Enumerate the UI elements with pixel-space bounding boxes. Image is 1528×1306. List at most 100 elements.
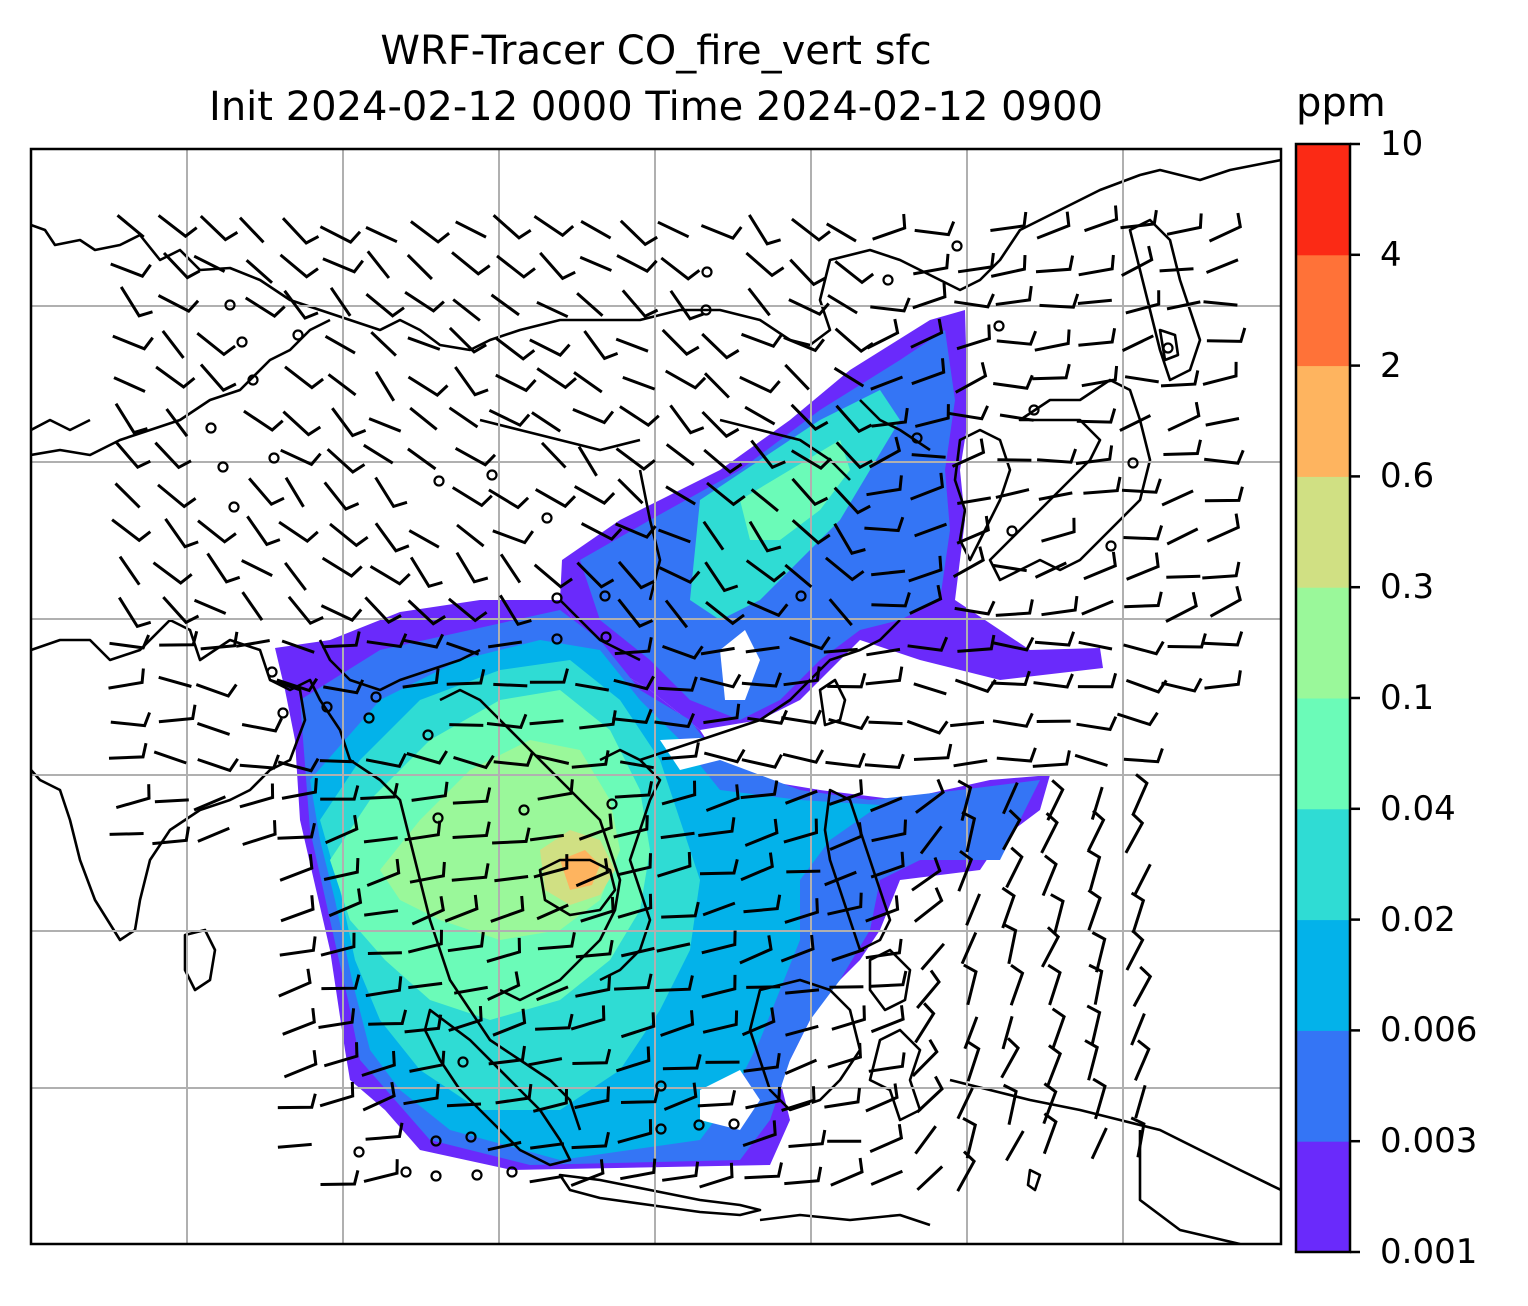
wind-barb [613,815,649,839]
colorbar-tick-label: 2 [1380,345,1402,386]
wind-barb [536,903,569,921]
wind-barb [744,1162,783,1180]
wind-barb [114,440,151,470]
calm-wind-circle [728,1118,740,1130]
wind-barb [1076,716,1118,732]
wind-barb [370,331,397,357]
wind-barb [1084,1039,1099,1081]
wind-barb [614,637,653,656]
wind-barb [329,286,352,317]
wind-barb [740,332,783,349]
wind-barb [1116,711,1159,727]
calm-wind-circle [432,812,444,824]
wind-barb [449,723,484,727]
wind-barb [784,789,818,805]
wind-barb [661,742,700,761]
wind-barb [864,753,905,769]
wind-barb [281,639,315,654]
calm-wind-circle [551,592,563,604]
wind-barb [1120,245,1154,277]
wind-barb [1132,965,1153,1008]
wind-barb [654,713,695,729]
wind-barb [865,1083,899,1113]
wind-barb [1035,255,1075,274]
wind-barb [1005,1130,1025,1162]
wind-barb [244,296,286,318]
wind-barb [406,750,448,765]
wind-barb [784,563,813,589]
wind-barb [455,551,489,584]
wind-barb [322,631,361,649]
wind-barb [1083,476,1122,495]
wind-barb [1001,1015,1014,1050]
wind-barb [164,518,199,549]
wind-barb [284,561,307,591]
wind-barb [153,750,187,765]
wind-barb [699,859,739,876]
wind-barb [704,561,739,593]
wind-barb [446,668,486,686]
wind-barb [1088,963,1104,1005]
wind-barb [1167,401,1201,432]
calm-wind-circle [1006,525,1018,537]
wind-barb [1002,781,1019,815]
wind-barb [118,596,152,629]
wind-barb [235,639,270,648]
wind-barb [409,406,438,431]
wind-barb [444,894,479,923]
wind-barb [1090,1127,1108,1160]
wind-barb [1078,254,1115,277]
wind-barb [657,528,691,544]
wind-barb [455,220,487,239]
wind-barb [1203,631,1244,647]
wind-barb [914,404,950,428]
wind-barb [575,858,610,888]
wind-barb [110,262,152,279]
wind-barb [957,496,992,505]
wind-barb [456,523,485,548]
wind-barb [486,713,528,730]
wind-barb [1163,439,1202,456]
wind-barb [114,482,141,509]
wind-barb [1120,209,1158,230]
colorbar-tick-label: 0.04 [1380,788,1456,829]
wind-barb [1009,963,1025,1006]
wind-barb [572,408,615,425]
wind-barb [657,851,692,878]
wind-barb [741,1007,776,1037]
wind-barb [869,1123,904,1153]
wind-barb [1204,449,1245,465]
wind-barb [785,988,820,995]
calm-wind-circle [882,274,894,286]
wind-barb [1042,1082,1058,1125]
wind-barb [865,938,903,960]
wind-barb [833,523,866,555]
wind-barb [1046,779,1065,821]
wind-barb [834,260,875,285]
wind-barb [579,255,612,272]
wind-barb [658,566,701,585]
wind-barb [490,895,525,923]
wind-barb [276,677,319,693]
wind-barb [1209,585,1242,618]
wind-barb [575,682,610,692]
wind-barb [1166,527,1199,546]
wind-barb [529,719,564,726]
wind-barb [487,640,523,649]
wind-barb [410,220,451,244]
wind-barb [1042,1112,1058,1155]
calm-wind-circle [951,240,963,252]
wind-barb [533,563,573,589]
wind-barb [580,522,623,542]
wind-barb [963,963,978,1006]
wind-barb [1001,809,1022,851]
wind-barb [533,854,569,879]
wind-barb [661,1161,700,1182]
colorbar-tick-label: 0.003 [1380,1121,1478,1162]
wind-barb [746,600,789,618]
wind-barb [656,942,691,953]
wind-barb [1206,327,1247,343]
wind-barb [915,778,945,814]
wind-barb [570,1159,605,1187]
wind-barb [1078,327,1117,347]
